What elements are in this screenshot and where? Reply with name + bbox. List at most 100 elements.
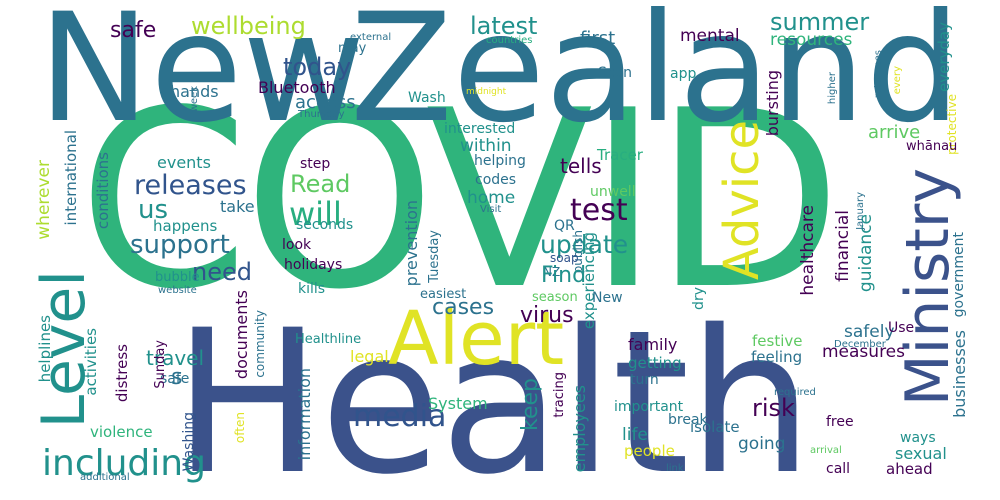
- word-safe-small: safe: [160, 371, 190, 387]
- word-need: need: [192, 258, 252, 286]
- word-new-large: New: [38, 0, 366, 156]
- word-safely: safely: [844, 322, 895, 342]
- word-test: test: [570, 193, 628, 228]
- word-access: access: [295, 92, 356, 113]
- word-holidays: holidays: [284, 257, 343, 273]
- word-documents: documents: [232, 290, 251, 380]
- word-support: support: [130, 230, 230, 260]
- word-tracing: tracing: [552, 372, 567, 418]
- word-distress: distress: [113, 344, 131, 403]
- word-tracer: Tracer: [597, 146, 643, 164]
- word-helping: helping: [474, 153, 526, 169]
- word-step: step: [300, 156, 331, 172]
- word-find: Find: [541, 263, 587, 288]
- word-arrival: arrival: [810, 445, 842, 456]
- word-media: media: [353, 399, 447, 434]
- word-wherever: wherever: [34, 160, 54, 240]
- word-qr: QR: [554, 218, 575, 234]
- word-summer: summer: [770, 8, 870, 36]
- word-important: important: [614, 399, 684, 415]
- word-season: season: [532, 290, 578, 305]
- word-everyday: everyday: [935, 22, 953, 92]
- word-international: international: [62, 130, 80, 226]
- word-soap: soap: [550, 251, 579, 265]
- word-sunday: Sunday: [153, 340, 168, 389]
- word-today: today: [283, 53, 352, 81]
- word-getting: getting: [628, 354, 682, 372]
- word-bursting: bursting: [763, 70, 782, 137]
- word-government: government: [951, 232, 967, 318]
- word-family: family: [628, 335, 678, 354]
- word-safe-top: safe: [110, 18, 157, 43]
- word-keep: keep: [518, 378, 543, 431]
- word-ahead: ahead: [886, 460, 933, 478]
- word-read: Read: [290, 170, 351, 198]
- word-thursday: Thursday: [298, 109, 345, 120]
- word-resources: resources: [770, 30, 853, 50]
- word-often: often: [233, 412, 247, 444]
- word-take: take: [220, 197, 255, 216]
- word-arrive: arrive: [868, 122, 921, 143]
- word-codes: codes: [475, 172, 517, 188]
- word-experiencing: experiencing: [580, 232, 598, 330]
- word-easiest: easiest: [420, 287, 467, 302]
- word-latest: latest: [470, 12, 538, 40]
- word-healthcare: healthcare: [798, 205, 818, 296]
- word-violence: violence: [90, 423, 153, 441]
- word-countries: countries: [486, 35, 533, 46]
- word-app: app: [670, 66, 697, 82]
- word-seconds: seconds: [296, 217, 354, 233]
- word-healthline: Healthline: [295, 332, 362, 347]
- word-system: System: [428, 394, 488, 413]
- word-festive: festive: [752, 332, 803, 350]
- word-additional: additional: [80, 472, 130, 483]
- word-alert: Alert: [388, 296, 565, 382]
- word-measures: measures: [822, 342, 905, 362]
- word-hands: hands: [170, 82, 219, 101]
- word-happens: happens: [153, 217, 218, 235]
- word-activities: activities: [82, 328, 100, 396]
- word-advice: Advice: [714, 120, 770, 281]
- word-interested: interested: [444, 121, 516, 137]
- word-break: break: [668, 412, 708, 428]
- word-january: January: [855, 192, 866, 230]
- word-link: link: [666, 463, 684, 474]
- word-washing: Washing: [181, 412, 197, 472]
- word-health: Health: [173, 287, 813, 500]
- word-risk: risk: [752, 394, 795, 422]
- word-nz: NZ: [543, 265, 561, 279]
- word-use: Use: [888, 320, 915, 336]
- word-ways: ways: [900, 430, 936, 446]
- word-whanau: whānau: [906, 139, 958, 154]
- word-virus: virus: [520, 303, 574, 328]
- word-prevention: prevention: [402, 200, 421, 287]
- word-within: within: [460, 136, 512, 156]
- word-life: life: [622, 425, 648, 445]
- word-will: will: [289, 195, 342, 233]
- word-home: home: [467, 188, 516, 208]
- word-kills: kills: [298, 281, 326, 297]
- word-s: s: [171, 365, 183, 390]
- word-week: week: [189, 86, 200, 113]
- word-cases: cases: [432, 295, 495, 320]
- word-events: events: [157, 153, 211, 172]
- word-update: update: [540, 230, 629, 259]
- word-december: December: [834, 339, 886, 350]
- word-employees: employees: [570, 385, 589, 473]
- word-tuesday: Tuesday: [427, 230, 442, 283]
- word-returnees: returnees: [873, 50, 884, 99]
- word-information: information: [295, 368, 314, 461]
- word-legal: legal: [350, 347, 389, 366]
- word-including: including: [42, 443, 206, 484]
- word-helplines: helplines: [36, 315, 54, 383]
- word-unwell: unwell: [590, 184, 636, 200]
- word-zealand: Zealand: [350, 0, 961, 156]
- word-new-small: New: [592, 290, 623, 306]
- word-tells: tells: [560, 154, 602, 178]
- word-releases: releases: [134, 170, 247, 201]
- word-every: every: [892, 66, 903, 95]
- word-required: required: [774, 387, 816, 398]
- word-call: call: [826, 461, 851, 477]
- word-look: look: [282, 237, 312, 253]
